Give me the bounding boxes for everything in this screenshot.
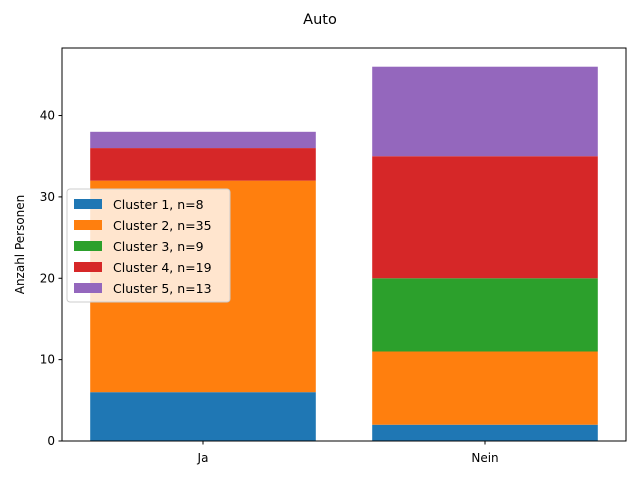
y-tick-label-0: 0 [47, 434, 55, 448]
bar-segment-2-series-1 [372, 424, 598, 441]
axes-layer: 0 10 20 30 40 Ja Nein [40, 47, 627, 465]
legend-swatch-5 [74, 283, 102, 293]
legend-label-3: Cluster 3, n=9 [113, 239, 204, 254]
x-tick-label-1: Nein [471, 451, 498, 465]
bar-segment-2-series-5 [372, 66, 598, 157]
legend-swatch-1 [74, 199, 102, 209]
bar-segment-1-series-5 [90, 131, 316, 149]
legend-label-2: Cluster 2, n=35 [113, 218, 212, 233]
legend-label-4: Cluster 4, n=19 [113, 260, 212, 275]
bar-segment-2-series-4 [372, 156, 598, 279]
legend-label-5: Cluster 5, n=13 [113, 281, 212, 296]
bars-layer [90, 66, 598, 441]
x-tick-label-0: Ja [197, 451, 209, 465]
y-tick-label-4: 40 [40, 109, 55, 123]
legend-swatch-4 [74, 262, 102, 272]
bar-segment-1-series-1 [90, 392, 316, 441]
y-axis-label: Anzahl Personen [13, 195, 27, 295]
y-tick-label-3: 30 [40, 190, 55, 204]
bar-segment-2-series-3 [372, 278, 598, 352]
plot-frame [61, 47, 627, 442]
y-tick-label-1: 10 [40, 353, 55, 367]
legend-label-1: Cluster 1, n=8 [113, 197, 204, 212]
y-tick-label-2: 20 [40, 271, 55, 285]
bar-segment-1-series-4 [90, 148, 316, 181]
legend-swatch-2 [74, 220, 102, 230]
legend: Cluster 1, n=8 Cluster 2, n=35 Cluster 3, … [66, 188, 231, 303]
chart-title: Auto [303, 12, 337, 28]
legend-swatch-3 [74, 241, 102, 251]
legend-frame [66, 188, 231, 303]
bar-segment-2-series-2 [372, 351, 598, 425]
